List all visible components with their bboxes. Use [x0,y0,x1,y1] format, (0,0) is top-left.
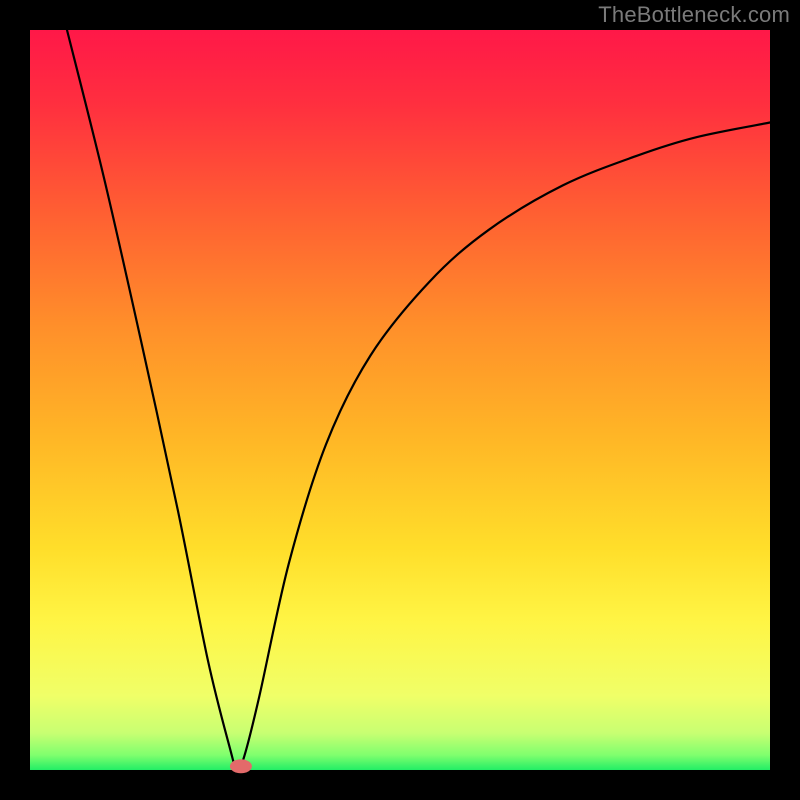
chart-container: TheBottleneck.com [0,0,800,800]
watermark-text: TheBottleneck.com [598,2,790,28]
bottleneck-plot [0,0,800,800]
optimum-marker [230,759,252,773]
gradient-background [30,30,770,770]
